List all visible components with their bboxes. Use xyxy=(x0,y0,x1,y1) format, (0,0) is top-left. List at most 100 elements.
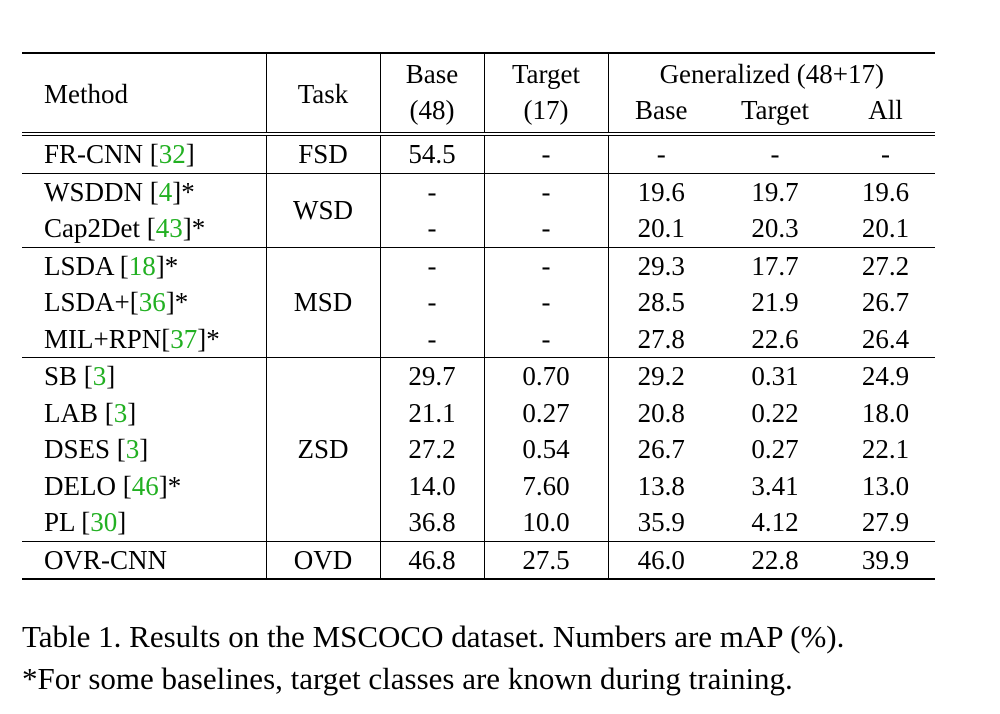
header-gen-all: All xyxy=(868,95,903,125)
header-gen-base: Base xyxy=(607,92,714,134)
table-row: LSDA+[36]* - -28.5 21.9 26.7 xyxy=(22,284,935,321)
citation-bracket: [ xyxy=(104,397,114,428)
gen-base-value-cell: 46.0 xyxy=(607,540,714,580)
target-value-cell: - xyxy=(483,246,608,284)
citation-bracket: ] xyxy=(165,287,175,318)
citation-link[interactable]: 36 xyxy=(138,287,166,318)
citation-link[interactable]: 32 xyxy=(158,139,186,170)
gen-all-value-cell: - xyxy=(836,132,936,173)
gen-target-value-cell: - xyxy=(714,132,836,173)
citation-link[interactable]: 4 xyxy=(158,176,173,207)
gen-base-value-cell: 20.1 xyxy=(607,210,714,247)
citation-bracket: [ xyxy=(161,323,171,354)
base-value-cell: - xyxy=(379,172,484,210)
citation-bracket: [ xyxy=(149,176,159,207)
table-row: LAB [3] 21.1 0.27 20.8 0.22 18.0 xyxy=(22,394,935,432)
citation-bracket: ] xyxy=(158,470,168,501)
known-target-marker: * xyxy=(174,287,189,318)
target-value-cell: 0.27 xyxy=(483,394,608,431)
citation-bracket: ] xyxy=(185,139,195,170)
citation-link[interactable]: 3 xyxy=(92,361,107,392)
gen-all-value-cell: 22.1 xyxy=(861,434,910,465)
gen-base-value-cell: 27.8 xyxy=(607,320,714,358)
method-cell: LSDA+[36]* xyxy=(22,284,266,321)
method-cell: OVR-CNN xyxy=(22,540,266,580)
target-value-cell: - xyxy=(483,132,608,173)
citation-bracket: ] xyxy=(117,507,127,538)
target-value-cell: - xyxy=(483,320,608,358)
method-name: LSDA xyxy=(44,250,120,281)
gen-base-value-cell: 29.2 xyxy=(607,357,714,395)
gen-all-value-cell: 19.6 xyxy=(836,172,936,210)
gen-target-value-cell: 22.6 xyxy=(751,323,799,354)
method-name: OVR-CNN xyxy=(44,544,168,575)
citation-link[interactable]: 46 xyxy=(131,470,159,501)
known-target-marker: * xyxy=(164,250,179,281)
target-value-cell: 10.0 xyxy=(483,504,608,541)
gen-base-value-cell: 35.9 xyxy=(607,504,714,541)
gen-base-value-cell: 19.6 xyxy=(607,172,714,210)
gen-all-value-cell: 39.9 xyxy=(836,540,936,580)
header-base-bottom: (48) xyxy=(379,92,484,134)
method-name: DELO xyxy=(44,470,123,501)
citation-bracket: [ xyxy=(129,287,139,318)
citation-bracket: [ xyxy=(116,434,126,465)
method-cell: PL [30] xyxy=(22,504,266,541)
gen-target-value-cell: 19.7 xyxy=(714,172,836,210)
table-row: PL [30] 36.8 10.0 35.9 4.12 27.9 xyxy=(22,504,935,541)
gen-target-value-cell: 20.3 xyxy=(751,213,799,244)
citation-bracket: [ xyxy=(122,470,132,501)
citation-bracket: [ xyxy=(146,213,156,244)
gen-all-value-cell: 13.0 xyxy=(861,470,910,501)
base-value-cell: - xyxy=(379,246,484,284)
method-name: Cap2Det xyxy=(44,213,147,244)
table-row: SB [3] ZSD 29.7 0.70 29.2 0.31 24.9 xyxy=(22,357,936,541)
method-cell: WSDDN [4]* xyxy=(22,172,266,210)
base-value-cell: - xyxy=(379,284,484,321)
method-name: MIL+RPN xyxy=(44,323,162,354)
method-cell: FR-CNN [32] xyxy=(22,132,266,173)
citation-link[interactable]: 43 xyxy=(155,213,183,244)
citation-bracket: ] xyxy=(182,213,192,244)
method-cell: DELO [46]* xyxy=(22,468,266,505)
gen-base-value-cell: 29.3 xyxy=(607,246,714,284)
gen-all-value-cell: 24.9 xyxy=(836,357,936,395)
citation-bracket: ] xyxy=(127,397,137,428)
base-value-cell: 36.8 xyxy=(379,504,484,541)
gen-target-value-cell: 0.22 xyxy=(751,397,799,428)
method-cell: DSES [3] xyxy=(22,431,266,468)
gen-target-value-cell: 21.9 xyxy=(751,287,799,318)
gen-all-value-cell: 27.2 xyxy=(836,246,936,284)
target-value-cell: - xyxy=(483,210,608,247)
citation-link[interactable]: 37 xyxy=(170,323,198,354)
table-body: FR-CNN [32] FSD 54.5- - - - WSDDN [4]* WSD - -19.… xyxy=(22,132,936,580)
method-name: DSES xyxy=(44,434,117,465)
table-row: MIL+RPN[37]* - -27.8 22.6 26.4 xyxy=(22,320,935,358)
base-value-cell: 14.0 xyxy=(379,467,484,504)
method-cell: MIL+RPN[37]* xyxy=(22,321,266,358)
gen-base-value-cell: 28.5 xyxy=(607,284,714,321)
method-name: LSDA+ xyxy=(44,287,130,318)
method-cell: LAB [3] xyxy=(22,395,266,432)
citation-link[interactable]: 3 xyxy=(113,397,128,428)
gen-target-value-cell: 0.31 xyxy=(714,357,836,395)
citation-link[interactable]: 18 xyxy=(128,250,156,281)
base-value-cell: 46.8 xyxy=(379,540,484,580)
base-value-cell: - xyxy=(379,320,484,358)
target-value-cell: 27.5 xyxy=(483,540,608,580)
citation-link[interactable]: 3 xyxy=(125,434,140,465)
method-name: WSDDN xyxy=(44,176,150,207)
results-table: Method Task Base Target Generalized (48+… xyxy=(22,52,936,580)
caption-line-2: *For some baselines, target classes are … xyxy=(22,661,793,696)
base-value-cell: - xyxy=(379,210,484,247)
citation-bracket: ] xyxy=(197,323,207,354)
gen-all-value-cell: 26.7 xyxy=(861,287,910,318)
table-caption: Table 1. Results on the MSCOCO dataset. … xyxy=(22,616,982,700)
base-value-cell: 27.2 xyxy=(379,431,484,468)
citation-bracket: [ xyxy=(149,139,159,170)
citation-link[interactable]: 30 xyxy=(90,507,118,538)
citation-bracket: [ xyxy=(81,507,91,538)
table-row: Cap2Det [43]* - -20.1 20.3 20.1 xyxy=(22,210,935,247)
task-cell: FSD xyxy=(265,132,380,173)
target-value-cell: 0.70 xyxy=(483,357,608,395)
